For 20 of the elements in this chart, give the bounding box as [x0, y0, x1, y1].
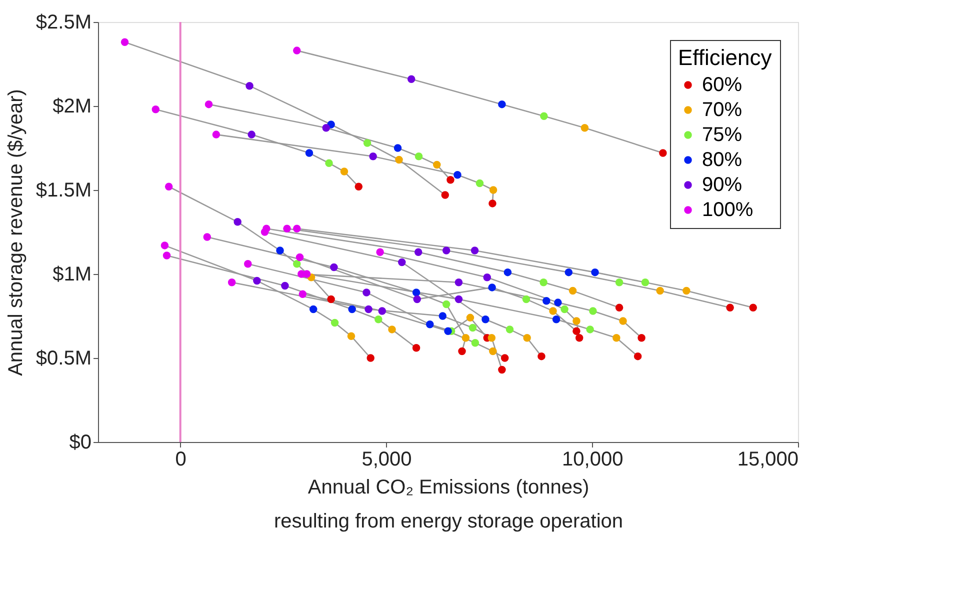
text: resulting from energy storage operation [274, 510, 624, 532]
y-tick-label: $1M [52, 264, 92, 286]
legend-label: 70% [702, 99, 742, 121]
y-tick-label: $0 [69, 432, 92, 454]
y-tick-label: $1.5M [36, 180, 92, 202]
x-tick-label: 0 [175, 448, 186, 470]
y-axis-title: Annual storage revenue ($/year) [4, 89, 27, 376]
legend-label: 60% [702, 74, 742, 96]
x-axis-title: Annual CO₂ Emissions (tonnes) [308, 476, 590, 498]
legend-title: Efficiency [678, 45, 772, 70]
x-tick-label: 10,000 [562, 448, 624, 470]
legend-label: 90% [702, 174, 742, 196]
y-tick-label: $2.5M [36, 12, 92, 34]
legend-label: 80% [702, 149, 742, 171]
y-tick-label: $0.5M [36, 348, 92, 370]
legend-label: 100% [702, 199, 754, 221]
y-tick-label: $2M [52, 96, 92, 118]
x-tick-label: 15,000 [737, 448, 798, 470]
x-tick-label: 5,000 [362, 448, 412, 470]
legend-label: 75% [702, 124, 742, 146]
